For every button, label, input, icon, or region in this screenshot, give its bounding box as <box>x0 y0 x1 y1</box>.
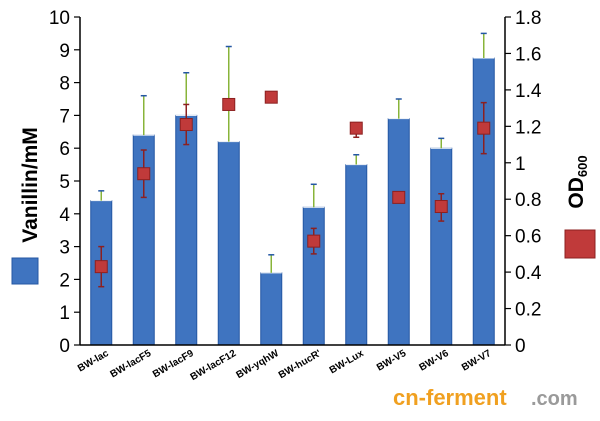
od600-marker <box>264 90 278 104</box>
marker-series <box>94 90 491 288</box>
od600-marker <box>392 190 406 204</box>
od600-marker <box>434 200 448 214</box>
vanillin-bar <box>472 57 495 346</box>
od600-marker <box>94 260 108 274</box>
right-tick-label: 1.2 <box>515 117 541 138</box>
left-tick-label: 5 <box>59 172 70 193</box>
left-tick-label: 1 <box>59 303 70 324</box>
legend-swatch-vanillin <box>11 257 39 285</box>
right-tick-label: 0 <box>515 336 526 357</box>
od600-marker <box>307 234 321 248</box>
left-tick-label: 9 <box>59 41 70 62</box>
watermark: cn-ferment .com <box>393 385 578 410</box>
watermark-text-a: cn-ferment <box>393 385 507 410</box>
right-tick-label: 0.2 <box>515 300 541 321</box>
category-label: BW-lacF5 <box>108 348 153 380</box>
legend-swatch-od600 <box>564 229 596 259</box>
legend-right <box>564 229 596 259</box>
left-tick-label: 10 <box>49 8 70 29</box>
right-tick-label: 1.4 <box>515 81 542 102</box>
right-y-axis-ticks: 0 0.2 0.4 0.6 0.8 1 1.2 1.4 1.6 1.8 <box>505 8 542 357</box>
category-label: BW-V6 <box>418 348 452 374</box>
category-label: BW-V5 <box>375 348 409 374</box>
category-label: BW-V7 <box>460 348 494 374</box>
vanillin-bar <box>260 272 283 346</box>
left-tick-label: 4 <box>59 205 70 226</box>
vanillin-bar <box>430 147 453 346</box>
left-axis-title: Vanillin/mM <box>19 127 42 243</box>
left-tick-label: 3 <box>59 238 70 259</box>
right-tick-label: 0.4 <box>515 263 542 284</box>
od600-marker <box>222 97 236 111</box>
left-tick-label: 0 <box>59 336 70 357</box>
right-tick-label: 1.8 <box>515 8 541 29</box>
vanillin-bar <box>217 141 240 346</box>
vanillin-bar <box>345 164 368 346</box>
od600-marker <box>137 167 151 181</box>
category-labels: BW-lacBW-lacF5BW-lacF9BW-lacF12BW-yqhWBW… <box>76 348 494 383</box>
left-y-axis-ticks: 0 1 2 3 4 5 6 7 8 9 10 <box>49 8 80 357</box>
left-tick-label: 8 <box>59 74 70 95</box>
od600-marker <box>477 121 491 135</box>
vanillin-bar <box>387 118 410 346</box>
category-label: BW-lacF12 <box>189 348 239 383</box>
vanillin-bar <box>175 114 198 346</box>
left-tick-label: 6 <box>59 139 70 160</box>
watermark-text-b: .com <box>531 388 578 410</box>
category-label: BW-yqhW <box>235 348 282 381</box>
left-tick-label: 2 <box>59 270 70 291</box>
right-axis-title: OD600 <box>565 155 590 208</box>
right-tick-label: 1.6 <box>515 44 541 65</box>
right-tick-label: 0.6 <box>515 227 541 248</box>
right-axis-title-main: OD <box>565 177 588 209</box>
legend-left <box>11 257 39 285</box>
od600-marker <box>349 121 363 135</box>
left-tick-label: 7 <box>59 106 70 127</box>
category-label: BW-lac <box>76 348 111 375</box>
bar-series <box>90 32 495 346</box>
category-label: BW-Lux <box>328 348 366 377</box>
right-tick-label: 0.8 <box>515 190 541 211</box>
category-label: BW-hucR' <box>277 348 323 381</box>
right-axis-title-sub: 600 <box>575 155 590 177</box>
right-tick-label: 1 <box>515 154 526 175</box>
od600-marker <box>179 118 193 132</box>
